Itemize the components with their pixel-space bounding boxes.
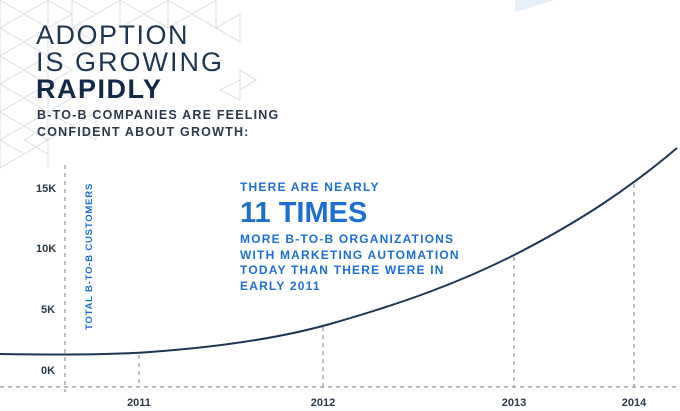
title-line-3: RAPIDLY xyxy=(36,74,163,104)
title-line-2: IS GROWING xyxy=(36,47,224,77)
y-tick-5k: 5K xyxy=(41,304,56,316)
growth-curve xyxy=(0,147,678,356)
callout-line-4: EARLY 2011 xyxy=(240,278,321,293)
callout-line-1: MORE B-TO-B ORGANIZATIONS xyxy=(240,232,455,246)
x-tick-2014: 2014 xyxy=(621,397,647,409)
title-line-1: ADOPTION xyxy=(36,20,190,50)
x-tick-2013: 2013 xyxy=(501,397,527,409)
callout-highlight: 11 TIMES xyxy=(240,197,368,229)
triangle-pattern-decoration xyxy=(0,0,257,169)
callout-body: MORE B-TO-B ORGANIZATIONS WITH MARKETING… xyxy=(240,232,460,294)
subtitle-line-2: CONFIDENT ABOUT GROWTH: xyxy=(37,125,250,139)
callout-line-3: TODAY THAN THERE WERE IN xyxy=(240,263,445,277)
callout-line-2: WITH MARKETING AUTOMATION xyxy=(240,247,460,262)
subtitle-line-1: B-TO-B COMPANIES ARE FEELING xyxy=(37,108,280,122)
subtitle: B-TO-B COMPANIES ARE FEELING CONFIDENT A… xyxy=(37,107,279,141)
y-tick-0k: 0K xyxy=(41,365,56,377)
y-axis-label: TOTAL B-TO-B CUSTOMERS xyxy=(84,182,95,330)
callout-intro: THERE ARE NEARLY xyxy=(240,180,380,194)
x-tick-2012: 2012 xyxy=(310,397,336,409)
page-title: ADOPTION IS GROWING RAPIDLY xyxy=(36,22,224,103)
y-tick-10k: 10K xyxy=(36,243,57,255)
x-tick-2011: 2011 xyxy=(127,397,151,409)
corner-triangle-decoration xyxy=(515,0,555,12)
y-tick-15k: 15K xyxy=(36,183,57,195)
growth-callout: THERE ARE NEARLY 11 TIMES MORE B-TO-B OR… xyxy=(240,180,460,294)
